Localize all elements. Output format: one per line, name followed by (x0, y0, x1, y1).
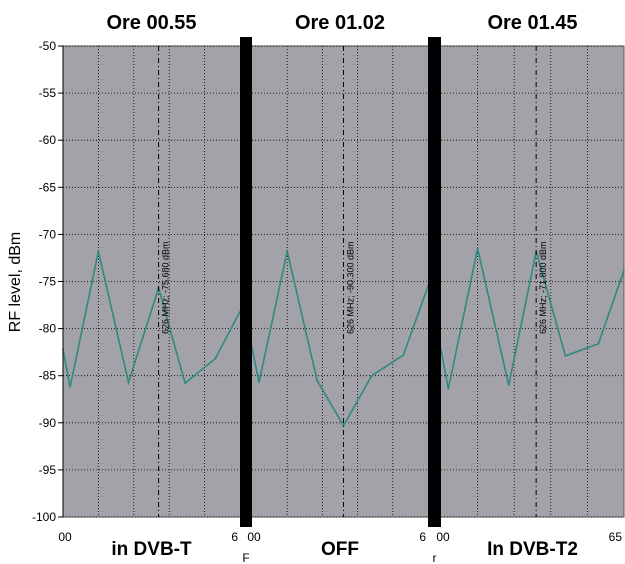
data-point-2-6 (597, 342, 600, 345)
y-tick-label-8: -90 (39, 416, 57, 430)
series-lines (62, 247, 625, 428)
data-point-2-5 (564, 355, 567, 357)
x-tick-right-0: 6 (231, 530, 238, 544)
panel-status-2: In DVB-T2 (487, 539, 578, 560)
divider-note-0: F (242, 551, 249, 564)
y-tick-label-4: -70 (39, 227, 57, 241)
data-point-1-3 (316, 379, 319, 382)
data-point-1-6 (402, 354, 405, 356)
x-tick-left-1: 00 (247, 530, 261, 544)
data-point-1-5 (370, 374, 373, 377)
panel-title-1: Ore 01.02 (295, 12, 385, 34)
marker-annotations: 626 MHz; -75.680 dBm 626 MHz; -90.300 dBm… (158, 46, 548, 517)
data-point-2-7 (623, 269, 625, 272)
panel-divider-1 (428, 37, 441, 527)
x-tick-right-2: 65 (609, 530, 623, 544)
y-tick-label-2: -60 (39, 133, 57, 147)
marker-label-0: 626 MHz; -75.680 dBm (161, 241, 171, 334)
divider-note-1: r (433, 551, 437, 564)
y-tick-label-6: -80 (39, 322, 57, 336)
panel-status-0: in DVB-T (111, 539, 192, 560)
data-point-0-1 (69, 386, 71, 388)
panel-title-2: Ore 01.45 (487, 12, 577, 34)
data-point-0-5 (184, 382, 187, 385)
series-line-0 (62, 251, 241, 388)
marker-label-2: 626 MHz; -71.800 dBm (538, 241, 548, 334)
panel-status-1: OFF (321, 539, 359, 560)
data-point-0-2 (97, 250, 100, 253)
data-point-1-1 (258, 381, 260, 384)
y-tick-label-7: -85 (39, 369, 57, 383)
y-axis-label: RF level, dBm (7, 232, 24, 332)
y-tick-label-1: -55 (39, 86, 57, 100)
series-line-2 (440, 248, 625, 390)
panel-title-0: Ore 00.55 (106, 12, 196, 34)
y-tick-label-10: -100 (32, 510, 56, 524)
data-point-2-3 (507, 384, 510, 387)
data-point-1-2 (286, 250, 289, 253)
x-tick-left-0: 00 (58, 530, 72, 544)
data-point-0-6 (214, 357, 217, 360)
data-point-0-3 (127, 381, 130, 384)
y-tick-label-9: -95 (39, 463, 57, 477)
panel-divider-0 (240, 37, 252, 527)
series-line-1 (251, 251, 429, 428)
y-tick-label-5: -75 (39, 275, 57, 289)
y-tick-label-0: -50 (39, 39, 57, 53)
grid-lines (63, 45, 624, 518)
y-tick-label-3: -65 (39, 180, 57, 194)
marker-label-1: 626 MHz; -90.300 dBm (346, 241, 356, 334)
panel-labels: Ore 00.55 in DVB-T 00 6 Ore 01.02 OFF 00 6 Ore 0… (58, 12, 622, 560)
data-point-2-1 (447, 387, 450, 390)
data-point-2-2 (476, 247, 479, 250)
x-tick-left-2: 00 (436, 530, 450, 544)
x-tick-right-1: 6 (419, 530, 426, 544)
y-axis: -50 -55 -60 -65 -70 -75 -80 -85 -90 -95 -100 (32, 39, 64, 524)
